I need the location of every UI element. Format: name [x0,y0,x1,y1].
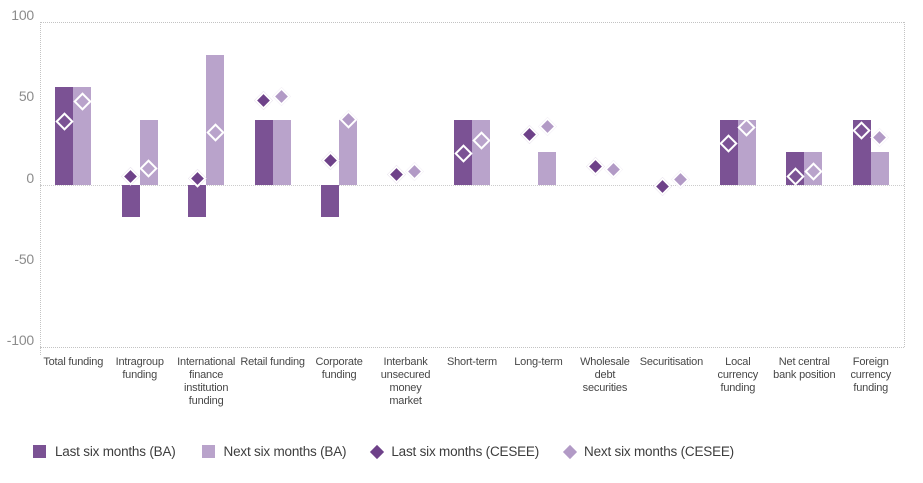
bar-last-six-months-ba [121,184,140,217]
x-axis-category-label: Intragroup funding [115,356,164,381]
marker-next-six-months-cesee [604,160,624,180]
x-axis-category-label: Net central bank position [773,356,836,381]
gridline-top [40,22,904,23]
bar-next-six-months-ba [139,119,158,185]
bar-next-six-months-ba [339,119,358,185]
legend-square-swatch-icon [201,445,215,458]
legend-item-last-six-months-cesee: Last six months (CESEE) [370,444,540,459]
bar-last-six-months-ba [852,119,871,185]
bar-last-six-months-ba [454,119,472,185]
x-axis-category-label: Retail funding [240,356,305,368]
x-axis-category-label: Foreign currency funding [850,356,892,394]
marker-last-six-months-cesee [320,150,340,170]
bar-next-six-months-ba [272,119,291,185]
bar-last-six-months-ba [188,184,207,217]
legend-item-next-six-months-ba: Next six months (BA) [201,444,347,459]
axis-right [904,22,905,347]
marker-last-six-months-cesee [653,176,672,196]
axis-left [40,22,41,355]
gridline-bottom [40,347,904,348]
legend-square-swatch-icon [33,445,46,458]
y-axis-tick-label: -100 [6,332,34,348]
y-axis-tick-label: 50 [18,88,34,105]
bar-last-six-months-ba [321,184,340,217]
y-axis-tick-label: 0 [26,169,34,186]
bar-last-six-months-ba [786,152,805,185]
marker-next-six-months-cesee [870,128,889,147]
bar-last-six-months-ba [719,119,738,185]
x-axis-category-label: Corporate funding [315,356,363,381]
x-axis-category-label: Total funding [43,356,104,368]
legend-item-next-six-months-cesee: Next six months (CESEE) [562,444,734,459]
marker-last-six-months-cesee [121,167,140,186]
y-axis-tick-label: -50 [14,250,34,267]
marker-last-six-months-cesee [254,90,273,110]
marker-next-six-months-cesee [272,87,291,106]
legend-diamond-swatch-icon [562,444,578,459]
legend: Last six months (BA) Next six months (BA)… [33,444,734,459]
bar-next-six-months-ba [206,54,225,185]
bar-next-six-months-ba [737,119,756,185]
legend-label: Next six months (BA) [223,444,347,459]
marker-next-six-months-cesee [671,170,690,189]
zero-line [40,184,904,186]
x-axis-category-label: Wholesale debt securities [580,356,630,394]
marker-next-six-months-cesee [538,116,557,136]
bar-next-six-months-ba [538,152,557,185]
marker-last-six-months-cesee [520,124,539,144]
x-axis-category-label: Short-term [447,356,497,368]
bar-last-six-months-ba [254,119,273,185]
legend-diamond-swatch-icon [370,444,385,459]
marker-next-six-months-cesee [405,162,424,181]
y-axis-tick-label: 100 [11,7,34,23]
x-axis-category-label: Interbank unsecured money market [380,356,431,407]
bar-last-six-months-ba [55,87,74,185]
bar-next-six-months-ba [472,119,490,185]
legend-label: Last six months (BA) [55,444,176,459]
bar-next-six-months-ba [804,152,823,185]
legend-label: Last six months (CESEE) [391,444,540,459]
x-axis-category-label: International finance institution fundin… [177,356,236,407]
x-axis-category-label: Securitisation [639,356,703,368]
bar-next-six-months-ba [870,152,889,185]
legend-label: Next six months (CESEE) [584,444,734,459]
marker-last-six-months-cesee [586,157,606,176]
x-axis-category-label: Long-term [514,356,563,368]
x-axis-category-label: Local currency funding [717,356,759,394]
legend-item-last-six-months-ba: Last six months (BA) [33,444,176,459]
bar-next-six-months-ba [73,87,92,185]
marker-last-six-months-cesee [387,165,406,184]
